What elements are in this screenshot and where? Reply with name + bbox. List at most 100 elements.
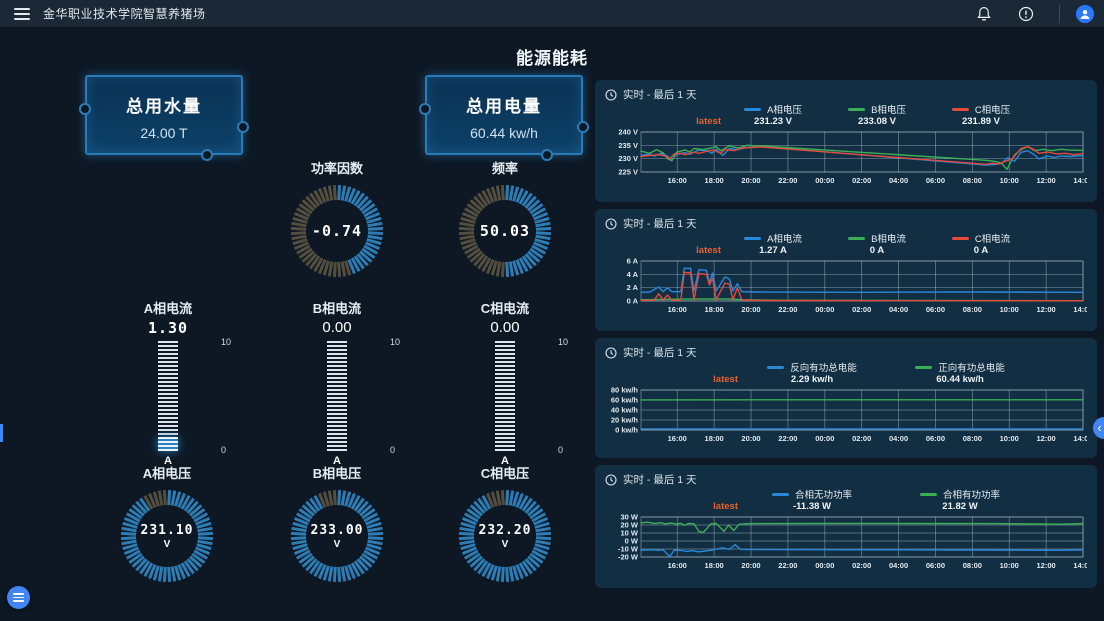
power-factor-label: 功率因数 xyxy=(310,161,363,176)
svg-text:0 A: 0 A xyxy=(627,297,639,306)
chart-legend: A相电流 B相电流 C相电流 latest 1.27 A 0 A 0 A xyxy=(659,231,1033,256)
svg-text:04:00: 04:00 xyxy=(889,305,908,314)
svg-text:225 V: 225 V xyxy=(618,168,638,177)
water-total-label: 总用水量 xyxy=(126,97,202,116)
latest-label: latest xyxy=(713,501,738,512)
svg-text:235 V: 235 V xyxy=(618,141,638,150)
drawer-collapse-button[interactable]: ‹ xyxy=(1093,417,1104,439)
svg-text:00:00: 00:00 xyxy=(815,305,834,314)
legend-item[interactable]: B相电压 xyxy=(825,102,929,116)
info-icon[interactable] xyxy=(1017,5,1035,23)
svg-text:02:00: 02:00 xyxy=(852,561,871,570)
svg-text:16:00: 16:00 xyxy=(668,305,687,314)
svg-text:00:00: 00:00 xyxy=(815,434,834,443)
floating-menu-button[interactable] xyxy=(7,586,30,609)
current-b-label: B相电流 xyxy=(312,301,362,316)
clock-icon xyxy=(605,88,617,101)
svg-text:22:00: 22:00 xyxy=(778,305,797,314)
power-total-value: 60.44 kw/h xyxy=(470,125,538,141)
line-chart[interactable]: 225 V 230 V 235 V 240 V 16:00 18:00 20:00 22:00… xyxy=(605,129,1087,187)
svg-text:08:00: 08:00 xyxy=(963,305,982,314)
svg-text:18:00: 18:00 xyxy=(705,434,724,443)
current-c-value: 0.00 xyxy=(490,319,520,336)
svg-text:00:00: 00:00 xyxy=(815,176,834,185)
svg-text:06:00: 06:00 xyxy=(926,561,945,570)
power-chart-panel: 实时 - 最后 1 天合相无功功率 合相有功功率 latest -11.38 W 21.… xyxy=(595,465,1097,588)
left-edge-indicator xyxy=(0,424,3,442)
power-factor-ring xyxy=(290,184,384,278)
legend-item[interactable]: C相电流 xyxy=(929,231,1033,245)
legend-item[interactable]: A相电压 xyxy=(721,102,825,116)
legend-item[interactable]: 反向有功总电能 xyxy=(738,360,886,374)
svg-text:16:00: 16:00 xyxy=(668,561,687,570)
chart-legend: A相电压 B相电压 C相电压 latest 231.23 V 233.08 V 231.89… xyxy=(659,102,1033,127)
svg-text:-20 W: -20 W xyxy=(618,553,639,562)
svg-text:14:00: 14:00 xyxy=(1073,305,1087,314)
svg-text:12:00: 12:00 xyxy=(1037,561,1056,570)
svg-text:18:00: 18:00 xyxy=(705,561,724,570)
svg-text:18:00: 18:00 xyxy=(705,305,724,314)
legend-item[interactable]: 合相有功功率 xyxy=(886,487,1034,501)
clock-icon xyxy=(605,473,617,486)
svg-text:06:00: 06:00 xyxy=(926,305,945,314)
svg-text:00:00: 00:00 xyxy=(815,561,834,570)
svg-text:04:00: 04:00 xyxy=(889,176,908,185)
user-avatar[interactable] xyxy=(1076,4,1094,23)
current-b-meter: B相电流 0.00 10 0 A xyxy=(287,298,400,467)
latest-value: 231.23 V xyxy=(753,116,793,127)
current-c-label: C相电流 xyxy=(480,301,530,316)
svg-text:08:00: 08:00 xyxy=(963,434,982,443)
svg-text:06:00: 06:00 xyxy=(926,434,945,443)
svg-text:20 W: 20 W xyxy=(620,521,638,530)
voltage-c-label: C相电压 xyxy=(480,466,530,481)
line-chart[interactable]: 0 A 2 A 4 A 6 A 16:00 18:00 20:00 22:00 00:00 02:… xyxy=(605,258,1087,316)
bell-icon[interactable] xyxy=(975,5,993,23)
svg-text:230 V: 230 V xyxy=(618,154,638,163)
clock-icon xyxy=(605,346,617,359)
current-a-unit: A xyxy=(164,455,172,467)
svg-text:14:00: 14:00 xyxy=(1073,434,1087,443)
svg-text:240 V: 240 V xyxy=(618,129,638,137)
frequency-ring xyxy=(458,184,552,278)
legend-item[interactable]: A相电流 xyxy=(721,231,825,245)
latest-value: 0 A xyxy=(973,245,989,256)
voltage-chart-panel: 实时 - 最后 1 天 A相电压 B相电压 C相电压 latest 231.23 V 233… xyxy=(595,80,1097,202)
legend-item[interactable]: B相电流 xyxy=(825,231,929,245)
svg-text:6 A: 6 A xyxy=(627,258,639,266)
svg-text:22:00: 22:00 xyxy=(778,176,797,185)
chart-header: 实时 - 最后 1 天 xyxy=(605,472,1087,487)
legend-item[interactable]: 合相无功功率 xyxy=(738,487,886,501)
svg-text:02:00: 02:00 xyxy=(852,176,871,185)
legend-item[interactable]: C相电压 xyxy=(929,102,1033,116)
svg-text:20:00: 20:00 xyxy=(741,434,760,443)
voltage-b-label: B相电压 xyxy=(312,466,362,481)
voltage-c-gauge: C相电压 232.20 V xyxy=(455,463,555,586)
svg-text:-10 W: -10 W xyxy=(618,545,639,554)
voltage-b-gauge: B相电压 233.00 V xyxy=(287,463,387,586)
current-c-bar: 10 0 xyxy=(495,337,568,455)
svg-text:20:00: 20:00 xyxy=(741,561,760,570)
voltage-a-label: A相电压 xyxy=(142,466,192,481)
current-b-bar: 10 0 xyxy=(327,337,400,455)
legend-item[interactable]: 正向有功总电能 xyxy=(886,360,1034,374)
svg-text:30 W: 30 W xyxy=(620,514,638,522)
current-b-value: 0.00 xyxy=(322,319,352,336)
line-chart[interactable]: 0 kw/h20 kw/h40 kw/h60 kw/h80 kw/h 16:00 1… xyxy=(605,387,1087,445)
topbar-divider xyxy=(1059,4,1060,23)
power-total-label: 总用电量 xyxy=(466,97,542,116)
svg-text:2 A: 2 A xyxy=(627,283,639,292)
latest-label: latest xyxy=(696,116,721,127)
svg-text:02:00: 02:00 xyxy=(852,434,871,443)
line-chart[interactable]: -20 W-10 W0 W10 W20 W30 W 16:00 18:00 20:00… xyxy=(605,514,1087,572)
menu-icon[interactable] xyxy=(14,7,30,20)
latest-value: 233.08 V xyxy=(857,116,897,127)
water-total-value: 24.00 T xyxy=(140,125,188,141)
svg-text:10:00: 10:00 xyxy=(1000,561,1019,570)
chart-header: 实时 - 最后 1 天 xyxy=(605,216,1087,231)
latest-label: latest xyxy=(713,374,738,385)
latest-value: 1.27 A xyxy=(759,245,787,256)
latest-value: 0 A xyxy=(869,245,885,256)
chart-legend: 反向有功总电能 正向有功总电能 latest 2.29 kw/h 60.44 kw/h xyxy=(658,360,1034,385)
svg-text:08:00: 08:00 xyxy=(963,176,982,185)
current-b-unit: A xyxy=(333,455,341,467)
